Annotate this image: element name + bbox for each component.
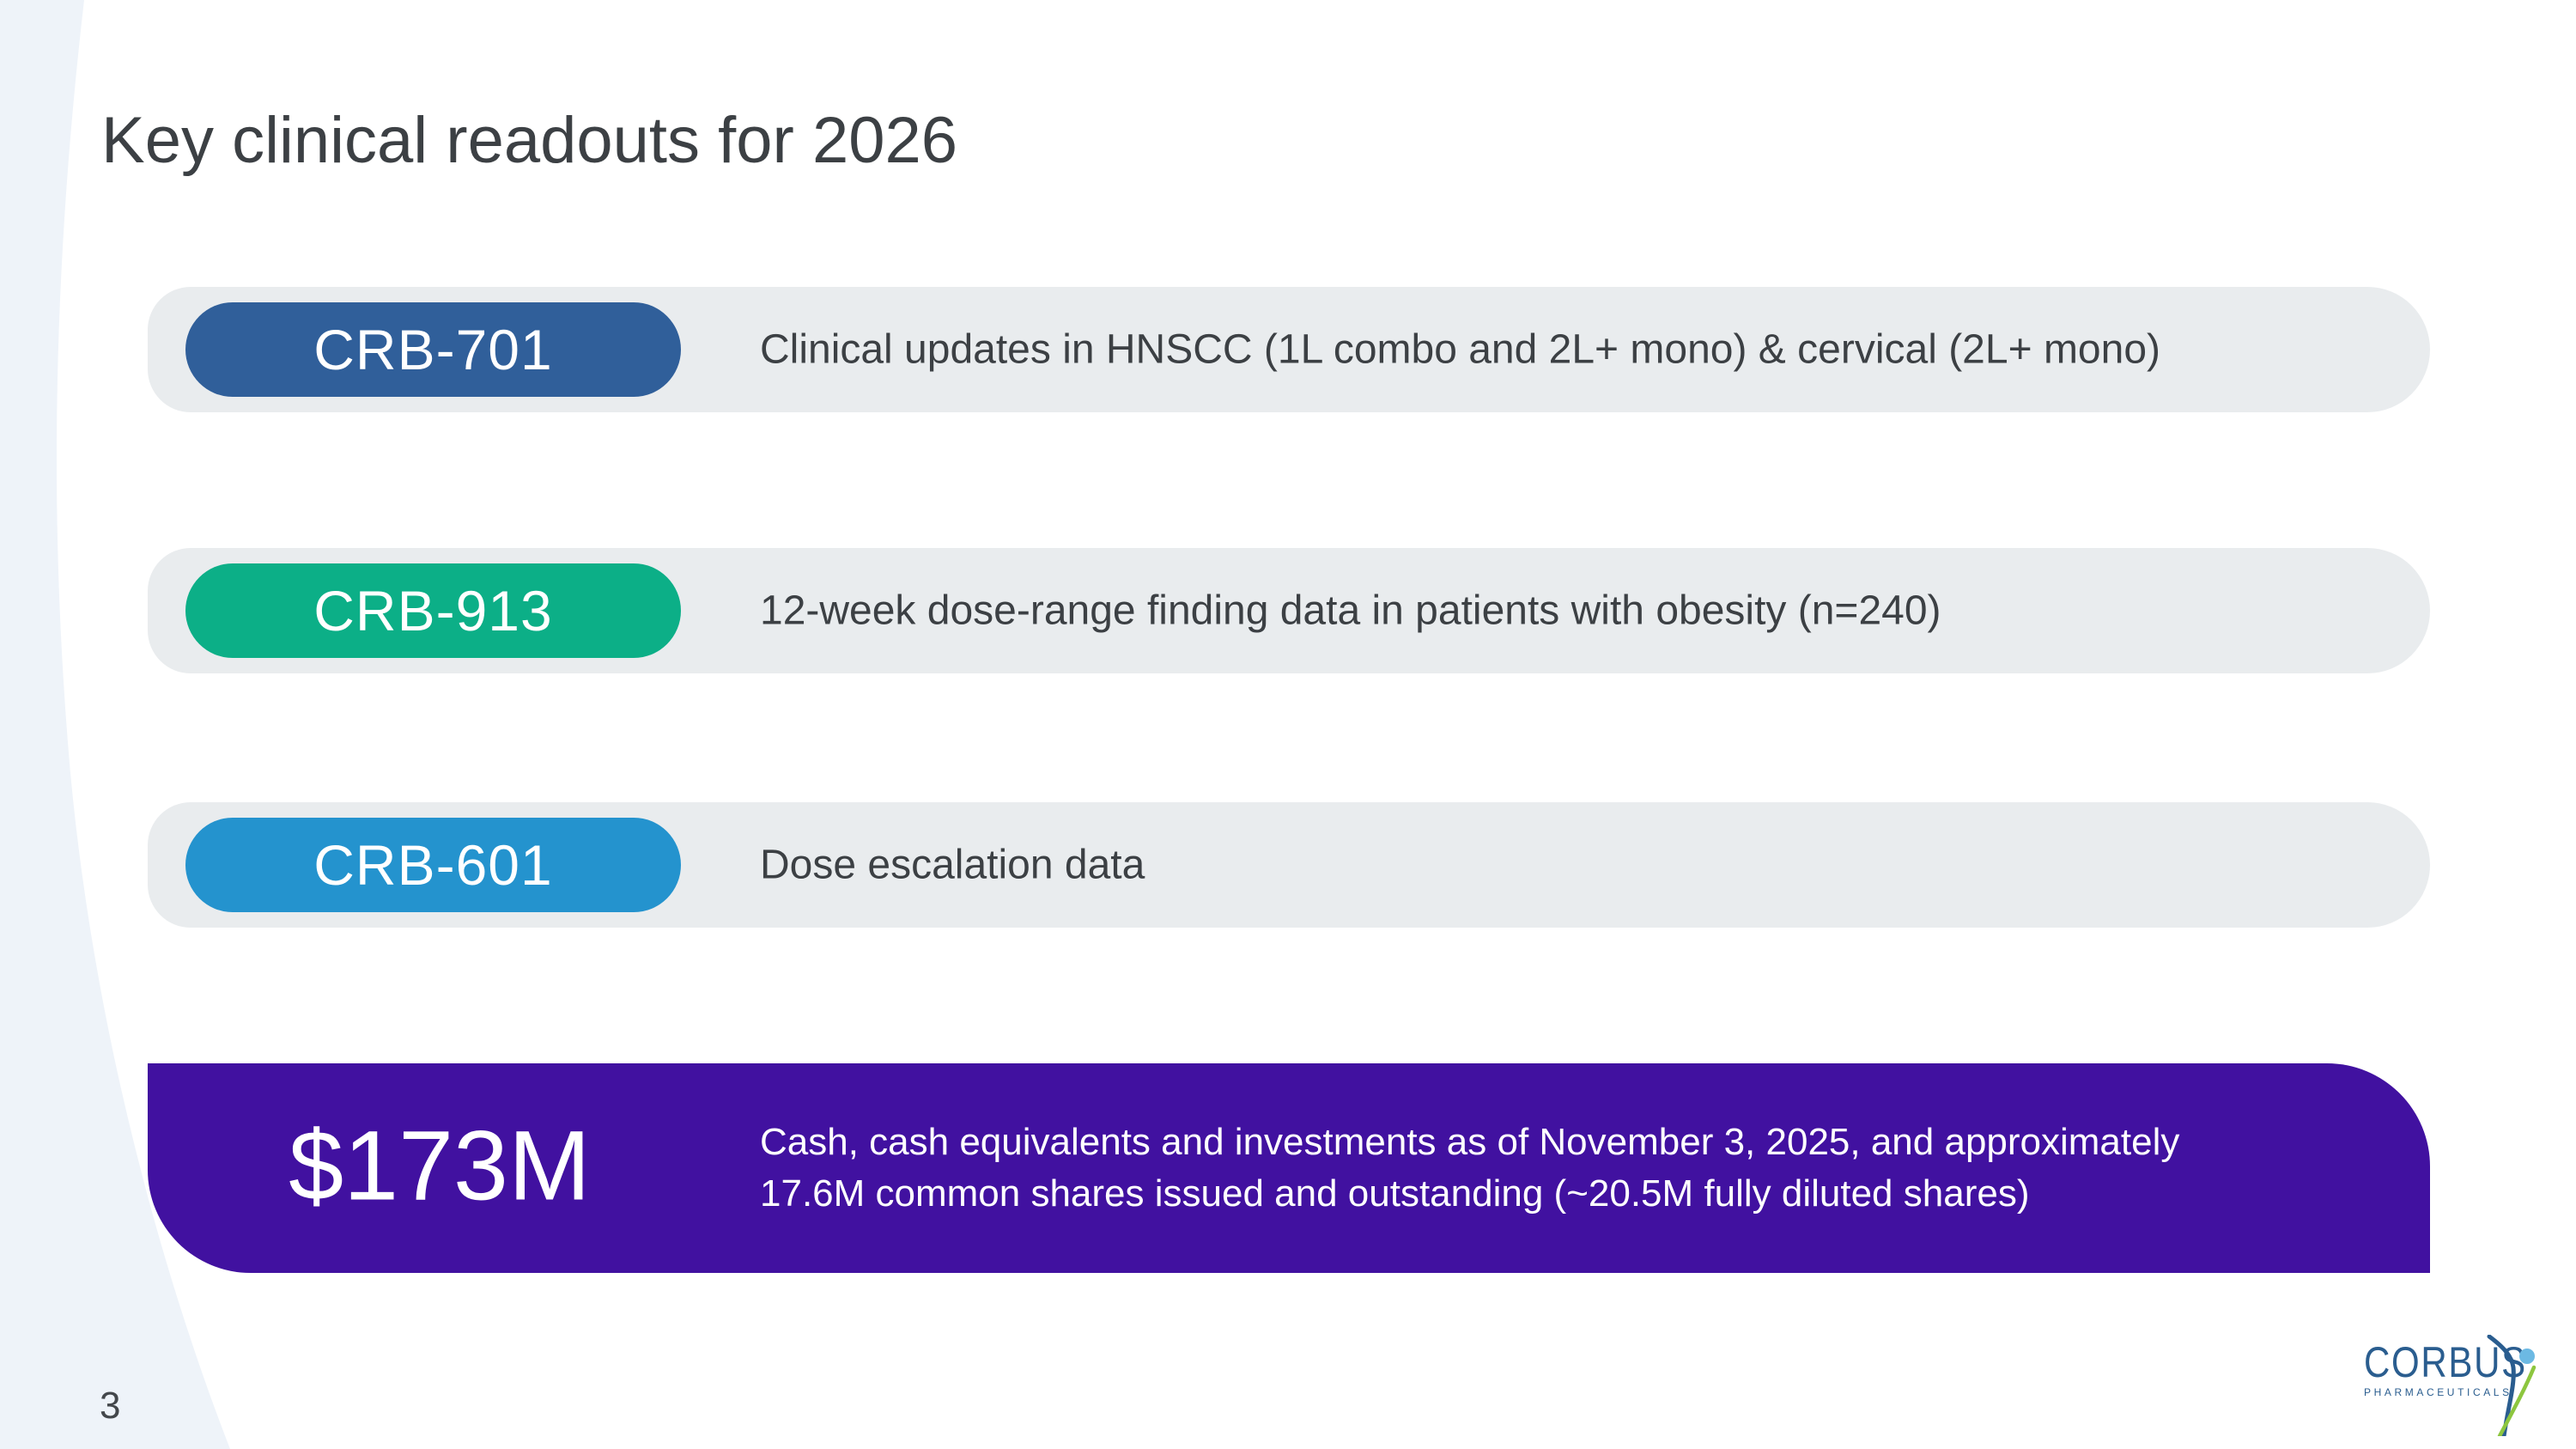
logo-company-name: CORBUS [2364,1338,2527,1386]
cash-description: Cash, cash equivalents and investments a… [760,1117,2179,1220]
cash-highlight-box: $173M Cash, cash equivalents and investm… [148,1063,2430,1273]
cash-amount: $173M [289,1111,591,1221]
logo-figure-icon [2487,1335,2537,1436]
program-pill-crb-601: CRB-601 [185,818,681,912]
page-title: Key clinical readouts for 2026 [101,104,958,177]
readout-row-crb-913: CRB-913 12-week dose-range finding data … [148,548,2430,673]
program-pill-label: CRB-913 [313,579,553,642]
cash-description-line-2: 17.6M common shares issued and outstandi… [760,1172,2030,1215]
readout-row-crb-701: CRB-701 Clinical updates in HNSCC (1L co… [148,287,2430,412]
program-pill-label: CRB-601 [313,833,553,897]
cash-description-line-1: Cash, cash equivalents and investments a… [760,1121,2180,1163]
left-curve-decoration [0,0,230,1449]
logo-tagline: PHARMACEUTICALS [2364,1386,2512,1398]
page-number: 3 [100,1385,121,1427]
readout-description: Dose escalation data [760,842,1145,888]
program-pill-crb-701: CRB-701 [185,302,681,397]
program-pill-label: CRB-701 [313,318,553,381]
program-pill-crb-913: CRB-913 [185,563,681,658]
readout-description: Clinical updates in HNSCC (1L combo and … [760,326,2160,373]
readout-row-crb-601: CRB-601 Dose escalation data [148,802,2430,928]
corbus-logo: CORBUS PHARMACEUTICALS [2364,1335,2561,1443]
readout-description: 12-week dose-range finding data in patie… [760,588,1941,634]
